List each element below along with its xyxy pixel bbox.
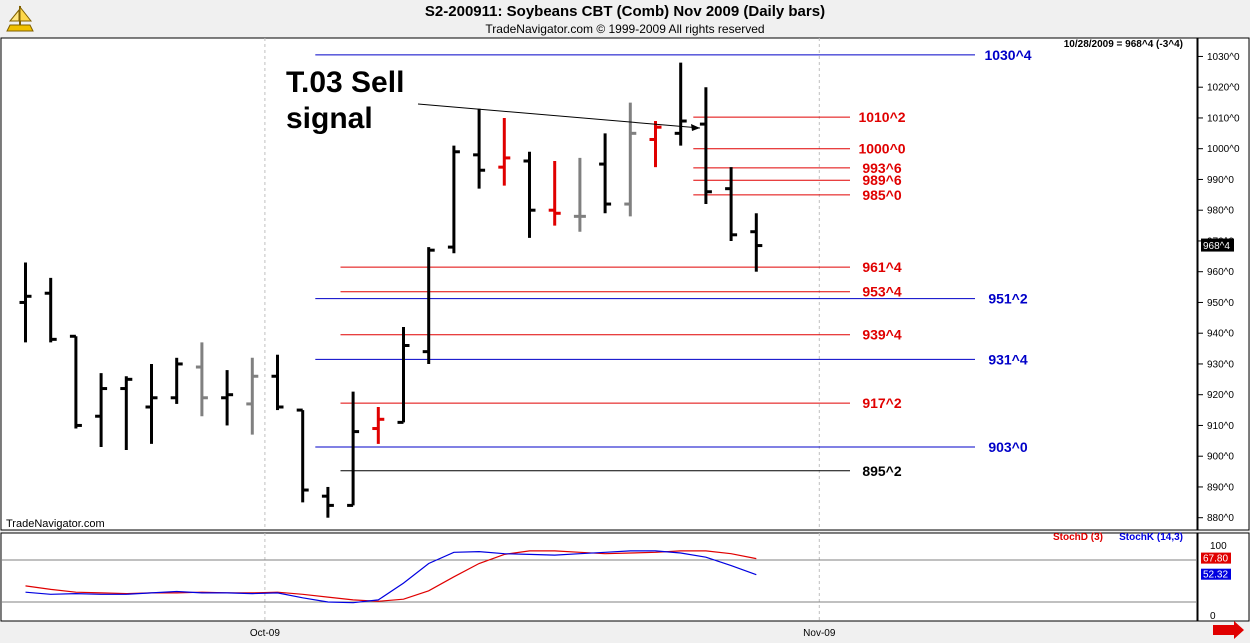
ohlc-bar xyxy=(145,363,158,444)
level-label: 903^0 xyxy=(988,439,1028,455)
price-tick-label: 880^0 xyxy=(1207,513,1234,524)
stochd-last-box xyxy=(1201,552,1231,564)
stochd-legend: StochD (3) xyxy=(1053,532,1103,543)
ohlc-bar xyxy=(321,486,334,518)
price-tick-label: 950^0 xyxy=(1207,298,1234,309)
ohlc-bar xyxy=(271,354,284,411)
ohlc-bar xyxy=(447,145,460,254)
ohlc-bar xyxy=(44,277,57,343)
ohlc-bar xyxy=(422,247,435,364)
arrow-head-icon xyxy=(691,124,700,131)
level-label: 989^6 xyxy=(862,172,902,188)
level-label: 917^2 xyxy=(862,395,902,411)
last-price-box xyxy=(1201,238,1234,252)
price-tick-label: 980^0 xyxy=(1207,206,1234,217)
level-label: 985^0 xyxy=(862,187,902,203)
x-tick-label: Nov-09 xyxy=(803,628,836,639)
ohlc-bar xyxy=(750,213,763,272)
level-label: 895^2 xyxy=(862,463,902,479)
price-tick-label: 940^0 xyxy=(1207,329,1234,340)
ohlc-bar xyxy=(69,334,82,429)
ohlc-bar xyxy=(699,87,712,205)
ohlc-bar xyxy=(674,62,687,146)
stochk-last-value: 52.32 xyxy=(1203,570,1228,581)
ohlc-bar xyxy=(296,408,309,503)
annotation-line2: signal xyxy=(286,102,373,135)
annotation-line1: T.03 Sell xyxy=(286,66,404,99)
price-tick-label: 1000^0 xyxy=(1207,144,1240,155)
ohlc-bar xyxy=(548,161,561,226)
level-label: 953^4 xyxy=(862,284,902,300)
ohlc-bar xyxy=(599,133,612,214)
stochk-line xyxy=(25,550,757,604)
price-tick-label: 990^0 xyxy=(1207,175,1234,186)
annotation-arrow xyxy=(417,103,701,129)
ohlc-bar xyxy=(372,407,385,444)
price-axis xyxy=(1197,37,1250,531)
ohlc-bar xyxy=(649,121,662,168)
level-label: 993^6 xyxy=(862,160,902,176)
price-tick-label: 1020^0 xyxy=(1207,83,1240,94)
last-quote-text: 10/28/2009 = 968^4 (-3^4) xyxy=(1064,39,1183,50)
ohlc-bar xyxy=(498,117,511,186)
ohlc-bar xyxy=(624,102,637,217)
ohlc-bar xyxy=(195,342,208,417)
scroll-right-arrow-icon[interactable] xyxy=(1213,621,1244,639)
ohlc-bar xyxy=(170,357,183,404)
price-tick-label: 920^0 xyxy=(1207,390,1234,401)
ohlc-bar xyxy=(573,157,586,232)
price-tick-label: 930^0 xyxy=(1207,359,1234,370)
stochk-legend: StochK (14,3) xyxy=(1119,532,1183,543)
level-label: 1030^4 xyxy=(984,47,1031,63)
chart-title: S2-200911: Soybeans CBT (Comb) Nov 2009 … xyxy=(424,3,826,20)
level-label: 951^2 xyxy=(988,291,1028,307)
price-tick-label: 910^0 xyxy=(1207,421,1234,432)
price-panel xyxy=(0,37,1198,531)
ohlc-bar xyxy=(19,262,32,343)
chart-copyright: TradeNavigator.com © 1999-2009 All right… xyxy=(485,22,765,36)
stoch-tick-label: 0 xyxy=(1210,611,1216,622)
trade-navigator-logo-icon[interactable] xyxy=(3,3,37,35)
ohlc-bar xyxy=(725,167,738,241)
x-tick-label: Oct-09 xyxy=(250,628,280,639)
level-label: 939^4 xyxy=(862,327,902,343)
ohlc-bar xyxy=(473,108,486,189)
ohlc-bar xyxy=(95,373,108,447)
stoch-tick-label: 100 xyxy=(1210,541,1227,552)
ohlc-bar xyxy=(221,370,234,426)
stochastic-panel xyxy=(0,532,1198,622)
stochd-last-value: 67.80 xyxy=(1203,554,1228,565)
price-tick-label: 960^0 xyxy=(1207,267,1234,278)
price-tick-label: 890^0 xyxy=(1207,482,1234,493)
price-tick-label: 900^0 xyxy=(1207,452,1234,463)
stochk-last-box xyxy=(1201,568,1231,580)
watermark-text: TradeNavigator.com xyxy=(6,518,105,530)
price-tick-label: 1030^0 xyxy=(1207,52,1240,63)
level-label: 931^4 xyxy=(988,351,1028,367)
ohlc-bar xyxy=(347,391,360,507)
level-label: 961^4 xyxy=(862,259,902,275)
price-tick-label: 1010^0 xyxy=(1207,113,1240,124)
ohlc-bar xyxy=(397,327,410,424)
ohlc-bar xyxy=(246,357,259,435)
level-label: 1010^2 xyxy=(858,109,905,125)
level-label: 1000^0 xyxy=(858,141,905,157)
last-price-label: 968^4 xyxy=(1203,241,1230,252)
ohlc-bar xyxy=(523,151,536,238)
ohlc-bar xyxy=(120,376,133,451)
